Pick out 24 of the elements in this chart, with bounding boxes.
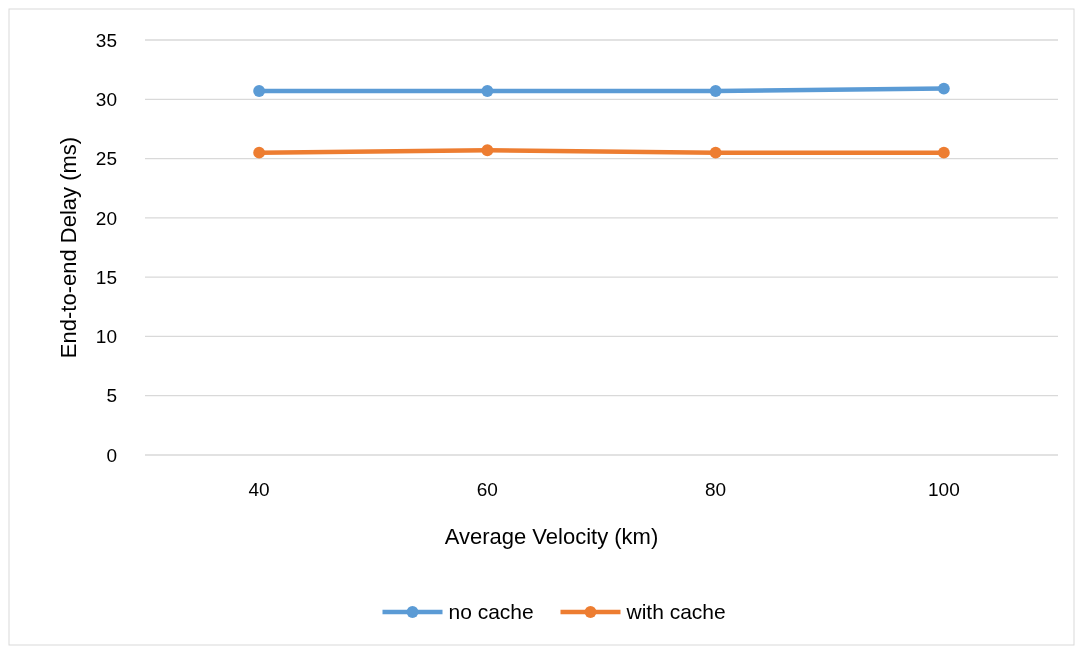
- y-tick-label: 30: [95, 88, 117, 110]
- x-tick-label: 100: [928, 479, 960, 500]
- legend-label: no cache: [448, 600, 534, 624]
- point: [709, 85, 722, 97]
- x-tick-label: 40: [248, 479, 270, 500]
- point: [481, 144, 494, 157]
- y-tick-label: 25: [95, 148, 117, 170]
- y-axis-title: End-to-end Delay (ms): [56, 136, 81, 359]
- x-axis-title: Average Velocity (km): [444, 524, 659, 549]
- point: [481, 85, 494, 97]
- x-tick-label: 80: [705, 479, 727, 500]
- y-tick-label: 15: [95, 266, 117, 288]
- y-tick-label: 35: [95, 29, 117, 51]
- y-tick-label: 5: [106, 385, 117, 407]
- legend-label: with cache: [625, 600, 726, 624]
- point: [937, 82, 950, 95]
- point: [253, 85, 266, 97]
- point: [937, 146, 950, 159]
- point: [709, 146, 722, 159]
- y-tick-label: 20: [95, 207, 117, 229]
- x-tick-label: 60: [476, 479, 498, 500]
- y-tick-label: 0: [106, 444, 117, 466]
- y-tick-label: 10: [95, 326, 117, 348]
- point: [253, 146, 266, 159]
